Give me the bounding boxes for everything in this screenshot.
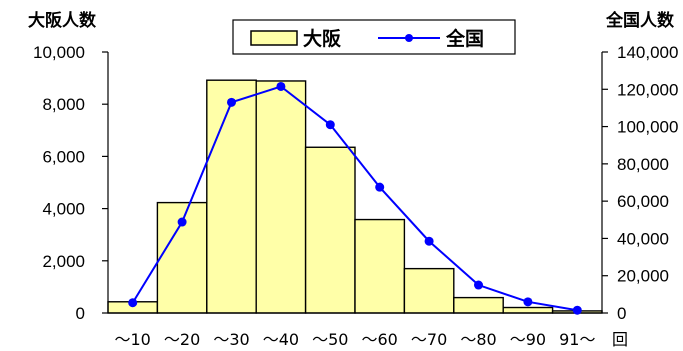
legend-marker-national	[405, 34, 413, 42]
right-tick-label-2: 40,000	[617, 229, 669, 248]
x-tick-label-1: ～10	[115, 330, 151, 349]
axes	[107, 52, 603, 314]
line-national-path	[131, 85, 578, 312]
point-national-8	[474, 280, 483, 290]
left-tick-label-4: 8,000	[42, 95, 85, 114]
left-tick-label-3: 6,000	[42, 147, 85, 166]
legend-label-national: 全国	[445, 27, 484, 50]
x-axis-unit-label: 回	[612, 330, 628, 349]
bar-osaka-5	[304, 146, 356, 314]
point-national-3	[227, 97, 236, 107]
x-tick-label-7: ～70	[411, 330, 447, 349]
point-national-7	[424, 236, 434, 246]
legend: 大阪 全国	[232, 19, 516, 55]
legend-label-osaka: 大阪	[303, 27, 342, 50]
point-national-5	[325, 120, 335, 130]
bar-osaka-6	[354, 218, 406, 314]
right-tick-label-4: 80,000	[617, 155, 669, 174]
bar-osaka-4	[255, 80, 307, 314]
right-tick-label-0: 0	[617, 304, 626, 323]
bar-osaka-8	[453, 296, 504, 314]
point-national-9	[523, 297, 533, 307]
right-tick-label-7: 140,000	[617, 43, 678, 62]
x-tick-label-10: 91～	[559, 330, 595, 349]
right-tick-label-3: 60,000	[617, 192, 669, 211]
point-national-10	[572, 305, 582, 315]
point-national-6	[375, 182, 385, 192]
x-tick-label-6: ～60	[362, 330, 398, 349]
line-series-national	[128, 81, 582, 315]
left-tick-label-2: 4,000	[42, 200, 85, 219]
left-axis-ticks: 0 2,000 4,000 6,000 8,000 10,000	[33, 43, 108, 323]
bar-osaka-9	[502, 306, 554, 314]
x-tick-label-5: ～50	[312, 330, 348, 349]
x-tick-label-9: ～90	[510, 330, 546, 349]
left-tick-label-5: 10,000	[33, 43, 85, 62]
left-tick-label-0: 0	[76, 304, 85, 323]
x-tick-label-2: ～20	[164, 330, 200, 349]
left-axis-title: 大阪人数	[28, 10, 97, 31]
x-tick-label-3: ～30	[213, 330, 249, 349]
x-axis-ticks: ～10 ～20 ～30 ～40 ～50 ～60 ～70 ～80 ～90 91～	[115, 330, 596, 349]
left-tick-label-1: 2,000	[42, 252, 85, 271]
bar-series-osaka	[107, 79, 603, 314]
bar-osaka-3	[206, 79, 257, 314]
right-tick-label-5: 100,000	[617, 118, 678, 137]
bar-osaka-7	[403, 267, 455, 314]
legend-swatch-osaka	[250, 30, 298, 46]
x-tick-label-8: ～80	[460, 330, 496, 349]
right-tick-label-6: 120,000	[617, 80, 678, 99]
point-national-2	[177, 217, 187, 227]
right-tick-label-1: 20,000	[617, 267, 669, 286]
right-axis-title: 全国人数	[605, 10, 675, 31]
point-national-1	[128, 298, 138, 308]
x-tick-label-4: ～40	[263, 330, 299, 349]
right-axis-ticks: 0 20,000 40,000 60,000 80,000 100,000 120,000 1…	[602, 43, 678, 323]
point-national-4	[276, 81, 286, 91]
